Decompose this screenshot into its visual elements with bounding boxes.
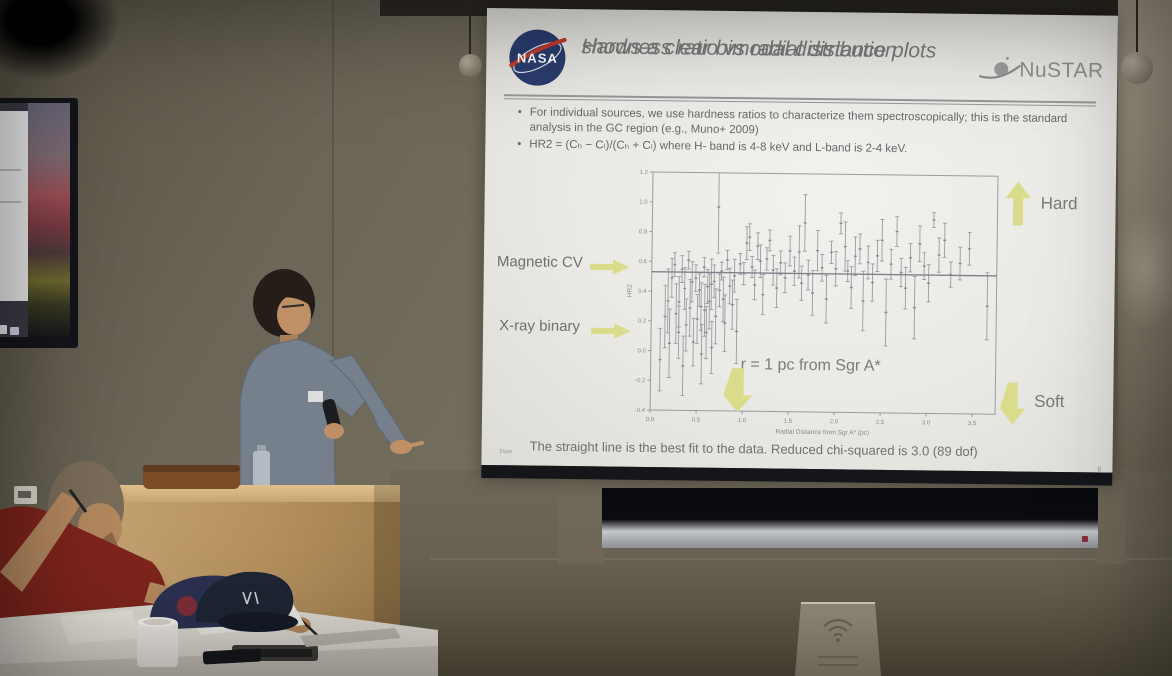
svg-text:2.5: 2.5 — [876, 420, 885, 426]
presenter-mic-hand — [324, 423, 344, 439]
svg-text:1.5: 1.5 — [784, 419, 793, 425]
presenter-person — [239, 269, 424, 510]
name-badge — [308, 391, 323, 402]
cap-ny-logo — [242, 591, 259, 605]
presenter-glasses — [281, 304, 305, 308]
tv-mountain-wallpaper — [28, 103, 70, 337]
wall-seam — [430, 558, 1172, 560]
tv-window-panel — [0, 111, 28, 301]
pendant-lamp — [1121, 52, 1153, 84]
water-bottle — [253, 451, 270, 487]
sign-text-line — [818, 656, 858, 658]
title-divider — [503, 94, 1096, 107]
annotation-r-1pc: r = 1 pc from Sgr A* — [740, 356, 881, 375]
svg-text:-0.4: -0.4 — [635, 408, 646, 414]
svg-text:0.0: 0.0 — [646, 417, 655, 423]
presentation-screen: NASA Hardness ratio vs radial distance p… — [481, 8, 1118, 486]
slide-page-number: 8 — [1097, 466, 1102, 474]
audience-area — [0, 461, 438, 676]
podium-top — [112, 485, 400, 502]
svg-text:0.5: 0.5 — [692, 418, 701, 424]
svg-text:1.0: 1.0 — [639, 200, 648, 206]
svg-text:-0.2: -0.2 — [635, 378, 646, 384]
nasa-meatball-logo: NASA — [509, 29, 567, 86]
wall-plaque — [14, 486, 37, 504]
svg-text:2.0: 2.0 — [830, 419, 839, 425]
nustar-logo-text: NuSTAR — [1019, 58, 1104, 83]
recessed-niche — [602, 488, 1098, 548]
pendant-lamp — [459, 54, 482, 77]
svg-text:0.2: 0.2 — [638, 319, 647, 325]
side-tv-display — [0, 98, 78, 348]
sign-text-line — [818, 664, 858, 666]
bottle-cap — [257, 445, 266, 452]
laptop-edge — [300, 628, 401, 647]
slide-title: Hardness ratio vs radial distance plots … — [581, 33, 982, 62]
bullet-list: For individual sources, we use hardness … — [515, 105, 1078, 161]
wall-light-glow — [1112, 210, 1172, 330]
cap-red-patch — [177, 596, 197, 616]
smartphone — [202, 648, 262, 665]
tv-ui-line — [0, 169, 21, 171]
lamp-cord — [1136, 0, 1138, 56]
coffee-mug — [137, 620, 178, 667]
niche-pillar-left — [558, 478, 604, 564]
tv-screen — [0, 103, 70, 337]
label-soft: Soft — [1034, 391, 1065, 412]
svg-text:0.0: 0.0 — [637, 348, 646, 354]
pen — [68, 489, 88, 513]
tv-taskbar-icon — [0, 325, 7, 334]
slide-title-line2: shows a clear bimodal distribution — [581, 35, 897, 63]
svg-text:0.6: 0.6 — [639, 259, 648, 265]
wall-panel-seam — [332, 0, 334, 455]
svg-text:3.5: 3.5 — [968, 421, 977, 427]
svg-text:Radial Distance from Sgr A* (p: Radial Distance from Sgr A* (pc) — [776, 429, 870, 437]
audience-raised-arm — [0, 492, 82, 592]
niche-brand-mark — [1082, 536, 1088, 542]
wifi-icon — [823, 619, 853, 642]
svg-text:1.0: 1.0 — [738, 418, 747, 424]
niche-pillar-right — [1096, 480, 1126, 564]
svg-text:1.2: 1.2 — [640, 170, 649, 176]
svg-text:3.0: 3.0 — [922, 420, 931, 426]
cap-brim — [218, 612, 298, 632]
svg-text:0.8: 0.8 — [639, 229, 648, 235]
nustar-logo: NuSTAR — [977, 56, 1107, 92]
nasa-logo-text: NASA — [517, 50, 558, 65]
wifi-sign — [795, 602, 881, 676]
nustar-saturn-icon — [978, 56, 1022, 79]
bullet-item: For individual sources, we use hardness … — [515, 105, 1077, 142]
label-hard: Hard — [1040, 193, 1078, 214]
hr2-chart: -0.4 -0.2 0.0 0.2 0.4 0.6 0.8 1.0 1.2 0.0 0.5 1.0 1.… — [626, 170, 999, 437]
tv-ui-line — [0, 201, 21, 203]
dark-ceiling-corner — [0, 0, 120, 80]
notepad — [60, 610, 140, 644]
presenter-hand — [390, 440, 412, 454]
plaque-mark — [18, 491, 31, 498]
lamp-cord — [469, 0, 471, 58]
presenter-pointing-arm — [328, 354, 408, 452]
svg-text:0.4: 0.4 — [638, 289, 647, 295]
tv-taskbar-icon — [10, 327, 19, 335]
svg-text:HR2: HR2 — [626, 284, 633, 297]
